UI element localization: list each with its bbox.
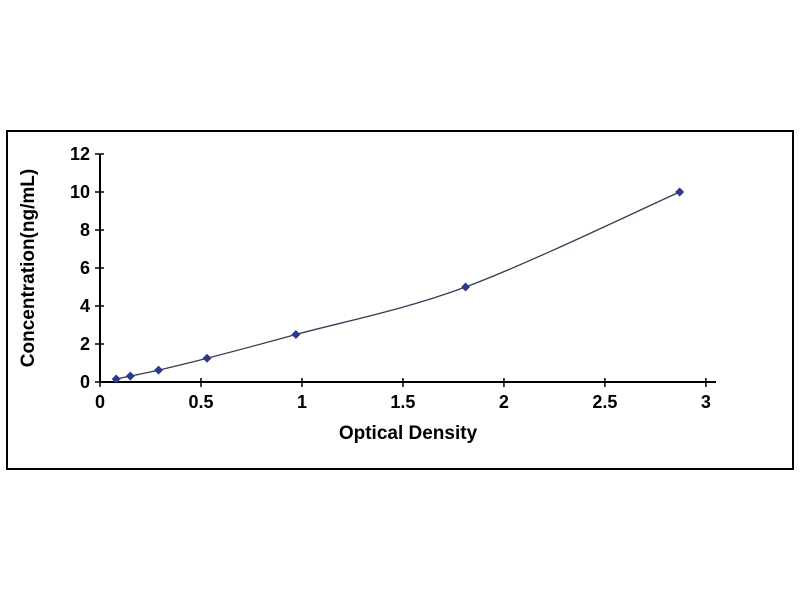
x-tick-label: 2 [499, 392, 509, 412]
chart-panel: 0 0.5 1 1.5 2 2.5 3 0 2 4 6 8 10 12 Optical Density Con… [6, 130, 794, 470]
x-tick-label: 0.5 [188, 392, 213, 412]
y-tick-label: 8 [80, 220, 90, 240]
y-tick-label: 12 [70, 144, 90, 164]
data-point-marker [125, 371, 135, 381]
y-axis-title: Concentration(ng/mL) [18, 169, 39, 367]
y-tick-label: 10 [70, 182, 90, 202]
y-tick-label: 2 [80, 334, 90, 354]
y-tick-label: 0 [80, 372, 90, 392]
data-point-marker [154, 365, 164, 375]
data-point-marker [291, 330, 301, 339]
x-tick-label: 2.5 [592, 392, 617, 412]
data-point-marker [111, 374, 121, 384]
x-tick-label: 1 [297, 392, 307, 412]
x-tick-label: 1.5 [390, 392, 415, 412]
data-point-marker [202, 353, 212, 363]
data-point-marker [461, 282, 471, 292]
data-line [116, 191, 680, 380]
data-point-marker [675, 187, 685, 197]
x-axis-title: Optical Density [339, 423, 478, 444]
x-tick-label: 0 [95, 392, 105, 412]
x-tick-label: 3 [701, 392, 711, 412]
standard-curve-chart: 0 0.5 1 1.5 2 2.5 3 0 2 4 6 8 10 12 Optical Density Con… [18, 144, 716, 444]
y-tick-label: 4 [80, 296, 90, 316]
y-tick-label: 6 [80, 258, 90, 278]
